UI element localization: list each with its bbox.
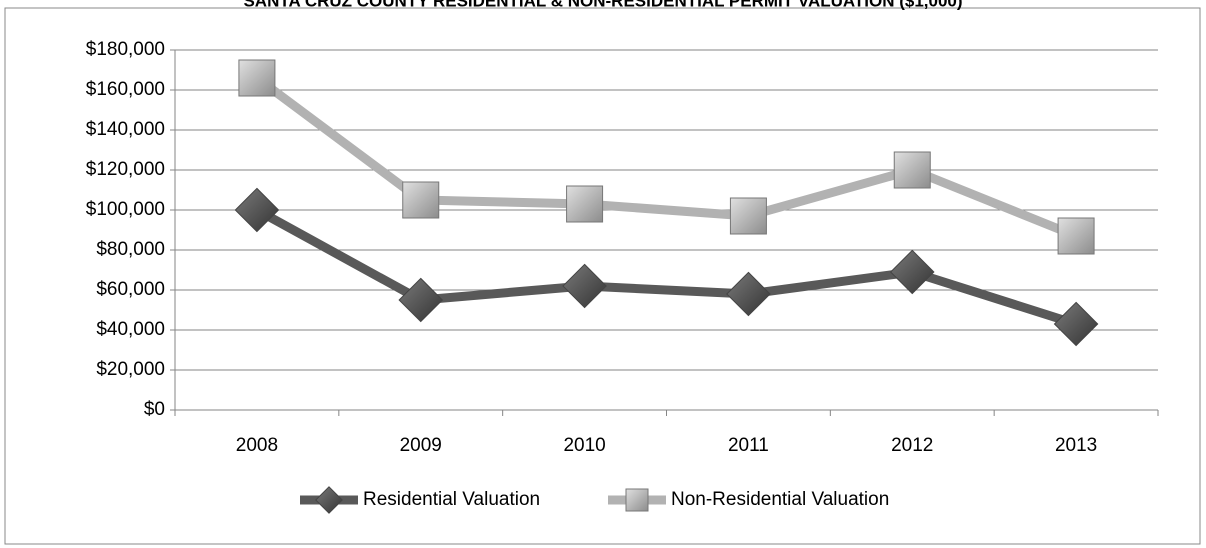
legend-label: Residential Valuation	[363, 489, 540, 510]
x-tick-label: 2009	[400, 435, 442, 456]
marker	[234, 187, 280, 233]
x-tick-label: 2010	[563, 435, 605, 456]
series-line	[254, 74, 1078, 241]
y-tick-label: $160,000	[86, 79, 165, 100]
y-tick-label: $180,000	[86, 39, 165, 60]
y-tick-label: $40,000	[96, 319, 165, 340]
y-tick-label: $80,000	[96, 239, 165, 260]
marker	[562, 263, 607, 309]
x-tick-label: 2008	[236, 435, 278, 456]
y-tick-label: $140,000	[86, 119, 165, 140]
marker	[398, 277, 444, 323]
series-line	[254, 206, 1078, 329]
y-tick-label: $0	[144, 399, 165, 420]
chart-title: SANTA CRUZ COUNTY RESIDENTIAL & NON-RESI…	[243, 0, 962, 10]
legend-label: Non-Residential Valuation	[671, 489, 889, 510]
x-tick-label: 2013	[1055, 435, 1097, 456]
marker	[238, 59, 276, 97]
marker	[726, 271, 771, 317]
y-tick-label: $20,000	[96, 359, 165, 380]
x-tick-label: 2011	[728, 435, 769, 456]
marker	[893, 151, 931, 189]
marker	[889, 249, 935, 295]
legend-marker	[625, 488, 649, 512]
y-tick-label: $120,000	[86, 159, 165, 180]
x-tick-label: 2012	[891, 435, 933, 456]
marker	[729, 197, 767, 235]
chart-border	[4, 7, 1201, 545]
marker	[1053, 301, 1099, 347]
marker	[1057, 217, 1095, 255]
marker	[566, 185, 604, 223]
y-tick-label: $100,000	[86, 199, 165, 220]
y-tick-label: $60,000	[96, 279, 165, 300]
legend-marker	[315, 486, 343, 514]
marker	[402, 181, 440, 219]
